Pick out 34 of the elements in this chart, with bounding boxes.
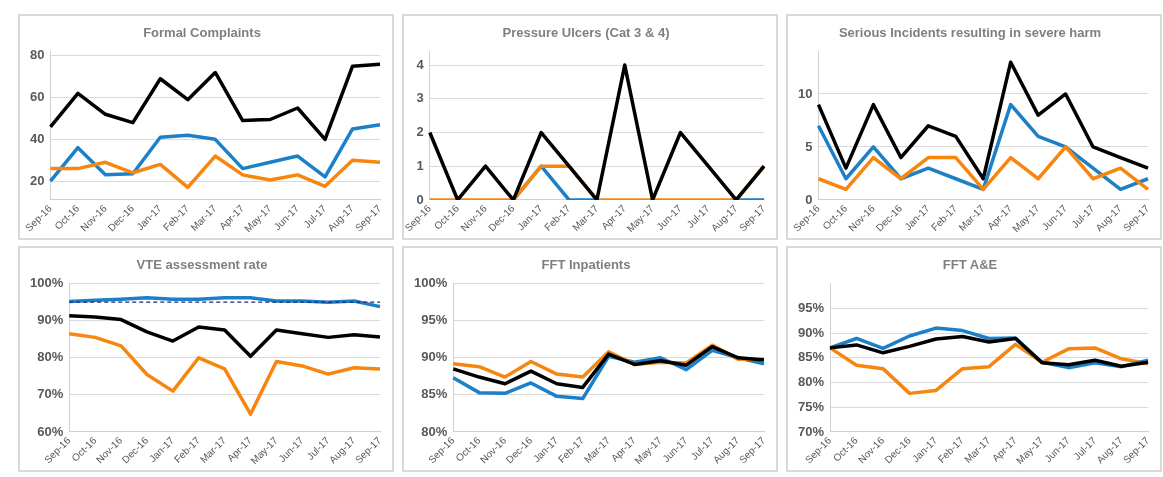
y-tick-label: 40 xyxy=(29,130,45,146)
y-tick-label: 75% xyxy=(797,398,825,414)
y-tick-label: 5 xyxy=(805,138,813,154)
y-tick-label: 90% xyxy=(421,349,448,365)
chart-title: VTE assessment rate xyxy=(136,257,268,273)
y-tick-label: 60% xyxy=(37,423,64,439)
y-tick-label: 80% xyxy=(797,374,825,390)
y-tick-label: 100% xyxy=(414,275,448,291)
y-tick-label: 90% xyxy=(797,324,825,340)
y-tick-label: 70% xyxy=(37,386,64,402)
y-tick-label: 80% xyxy=(421,423,448,439)
chart-title: Formal Complaints xyxy=(143,25,261,41)
y-tick-label: 85% xyxy=(421,386,448,402)
chart-title: FFT A&E xyxy=(942,257,998,273)
y-tick-label: 20 xyxy=(29,172,45,188)
y-tick-label: 0 xyxy=(416,191,424,207)
chart-title: FFT Inpatients xyxy=(541,257,631,273)
y-tick-label: 2 xyxy=(416,124,424,140)
y-tick-label: 80 xyxy=(29,47,45,63)
y-tick-label: 95% xyxy=(797,299,825,315)
y-tick-label: 90% xyxy=(37,312,64,328)
y-tick-label: 85% xyxy=(797,349,825,365)
y-tick-label: 70% xyxy=(797,423,825,439)
y-tick-label: 100% xyxy=(30,275,64,291)
y-tick-label: 3 xyxy=(416,90,424,106)
y-tick-label: 4 xyxy=(416,56,425,72)
chart-title: Serious Incidents resulting in severe harm xyxy=(838,25,1102,41)
y-tick-label: 10 xyxy=(797,85,813,101)
y-tick-label: 1 xyxy=(416,157,424,173)
y-tick-label: 80% xyxy=(37,349,64,365)
y-tick-label: 0 xyxy=(805,191,813,207)
y-tick-label: 95% xyxy=(421,312,448,328)
y-tick-label: 60 xyxy=(29,89,45,105)
chart-title: Pressure Ulcers (Cat 3 & 4) xyxy=(502,25,670,41)
